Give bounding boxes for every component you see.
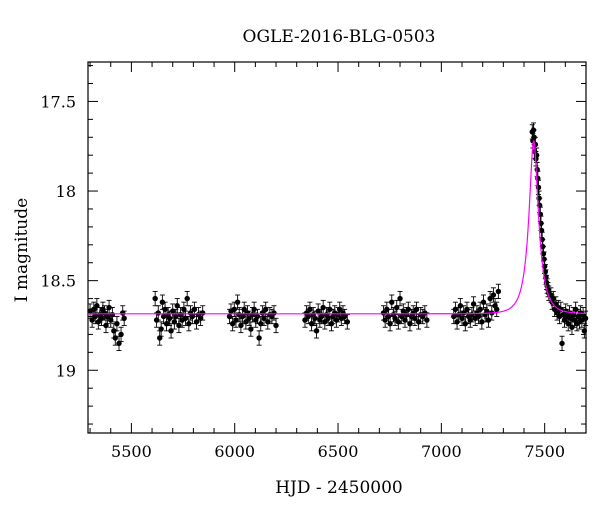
data-point	[424, 317, 430, 323]
data-point	[312, 315, 318, 321]
x-tick-label: 7000	[421, 442, 462, 461]
data-point	[191, 306, 198, 313]
data-point	[114, 320, 120, 327]
x-axis-label: HJD - 2450000	[275, 478, 403, 498]
data-point	[313, 328, 320, 334]
plot-frame	[87, 61, 587, 434]
data-point	[490, 292, 497, 298]
y-tick-label: 18.5	[40, 272, 76, 291]
data-point	[581, 328, 588, 334]
data-point	[392, 315, 398, 321]
x-tick-labels: 5500 6000 6500 7000 7500	[111, 442, 565, 461]
data-point	[495, 288, 502, 295]
data-point	[487, 295, 493, 302]
y-tick-labels: 17.5 18 18.5 19	[40, 92, 76, 380]
data-point	[109, 312, 116, 318]
data-point	[121, 315, 127, 321]
data-point	[229, 320, 236, 327]
data-point	[273, 322, 279, 329]
data-point	[582, 315, 589, 321]
data-point	[477, 306, 483, 313]
data-point	[457, 303, 464, 309]
data-point	[241, 306, 247, 313]
model-curve	[88, 140, 587, 315]
data-point	[559, 340, 565, 347]
data-point	[199, 310, 206, 316]
data-point	[152, 295, 158, 302]
data-point	[158, 326, 164, 332]
data-point	[166, 315, 173, 321]
data-point	[251, 306, 257, 313]
data-point	[248, 326, 254, 332]
plot-area	[87, 61, 589, 434]
data-point	[271, 310, 277, 316]
data-point	[327, 306, 333, 313]
y-axis-label: I magnitude	[12, 198, 32, 302]
y-tick-label: 17.5	[40, 92, 76, 111]
data-point	[320, 304, 326, 311]
data-point	[405, 306, 411, 313]
data-point	[106, 304, 112, 311]
data-point	[263, 306, 269, 313]
data-point	[155, 310, 161, 316]
data-point	[389, 299, 395, 305]
data-points	[87, 122, 589, 352]
data-point	[382, 317, 388, 323]
data-point	[254, 313, 261, 320]
data-point	[256, 335, 262, 341]
data-point	[246, 315, 252, 321]
data-point	[184, 295, 190, 302]
data-point	[413, 306, 420, 313]
data-point	[462, 320, 469, 327]
x-tick-label: 5500	[111, 442, 152, 461]
data-point	[479, 319, 485, 325]
data-point	[494, 306, 500, 313]
x-tick-label: 7500	[524, 442, 565, 461]
data-point	[231, 306, 238, 313]
y-tick-label: 18	[56, 182, 76, 201]
data-point	[485, 317, 492, 323]
data-point	[186, 320, 192, 327]
data-point	[89, 317, 95, 323]
y-tick-label: 19	[56, 361, 76, 380]
x-tick-label: 6000	[214, 442, 255, 461]
chart-title: OGLE-2016-BLG-0503	[243, 27, 436, 47]
minor-ticks	[88, 62, 587, 433]
data-point	[397, 295, 403, 302]
data-point	[159, 299, 166, 305]
data-point	[344, 319, 351, 325]
x-tick-label: 6500	[318, 442, 359, 461]
data-point	[118, 331, 124, 338]
data-point	[234, 299, 241, 305]
